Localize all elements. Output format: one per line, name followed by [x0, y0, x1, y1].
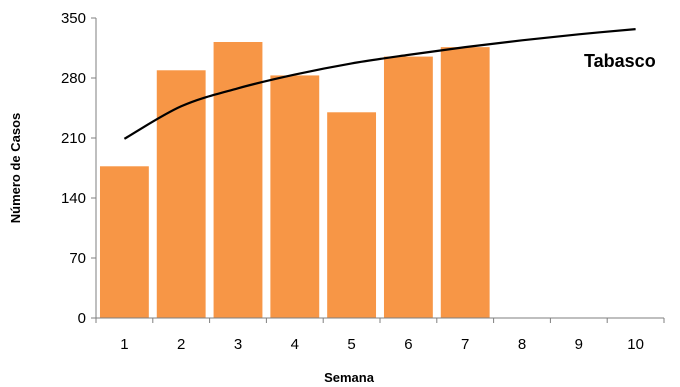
x-tick-labels: 1 2 3 4 5 6 7 8 9 10 — [120, 336, 644, 353]
x-axis-title: Semana — [324, 370, 375, 385]
bar-semana-1 — [99, 166, 149, 318]
bar-semana-6 — [383, 56, 433, 318]
x-tick-label: 1 — [120, 336, 128, 353]
x-tick-label: 9 — [575, 336, 583, 353]
x-tick-label: 4 — [291, 336, 299, 353]
bar-semana-5 — [327, 112, 377, 319]
x-tick-label: 10 — [627, 336, 644, 353]
axes-group — [91, 17, 665, 323]
y-tick-label: 280 — [61, 70, 86, 87]
y-tick-label: 70 — [69, 250, 86, 267]
trendline — [123, 28, 636, 140]
y-tick-labels: 0 70 140 210 280 350 — [61, 10, 86, 327]
x-tick-label: 6 — [404, 336, 412, 353]
y-tick-label: 210 — [61, 130, 86, 147]
bar-semana-7 — [440, 47, 490, 319]
series-annotation-tabasco: Tabasco — [584, 51, 656, 71]
x-tick-label: 8 — [518, 336, 526, 353]
x-tick-label: 2 — [177, 336, 185, 353]
bar-semana-4 — [270, 75, 320, 318]
y-tick-label: 350 — [61, 10, 86, 27]
bars-group — [99, 42, 490, 319]
y-tick-label: 0 — [78, 310, 86, 327]
y-tick-label: 140 — [61, 190, 86, 207]
y-axis-title: Número de Casos — [8, 113, 23, 224]
x-tick-label: 3 — [234, 336, 242, 353]
bar-semana-2 — [156, 70, 206, 319]
x-tick-label: 5 — [347, 336, 355, 353]
x-tick-label: 7 — [461, 336, 469, 353]
